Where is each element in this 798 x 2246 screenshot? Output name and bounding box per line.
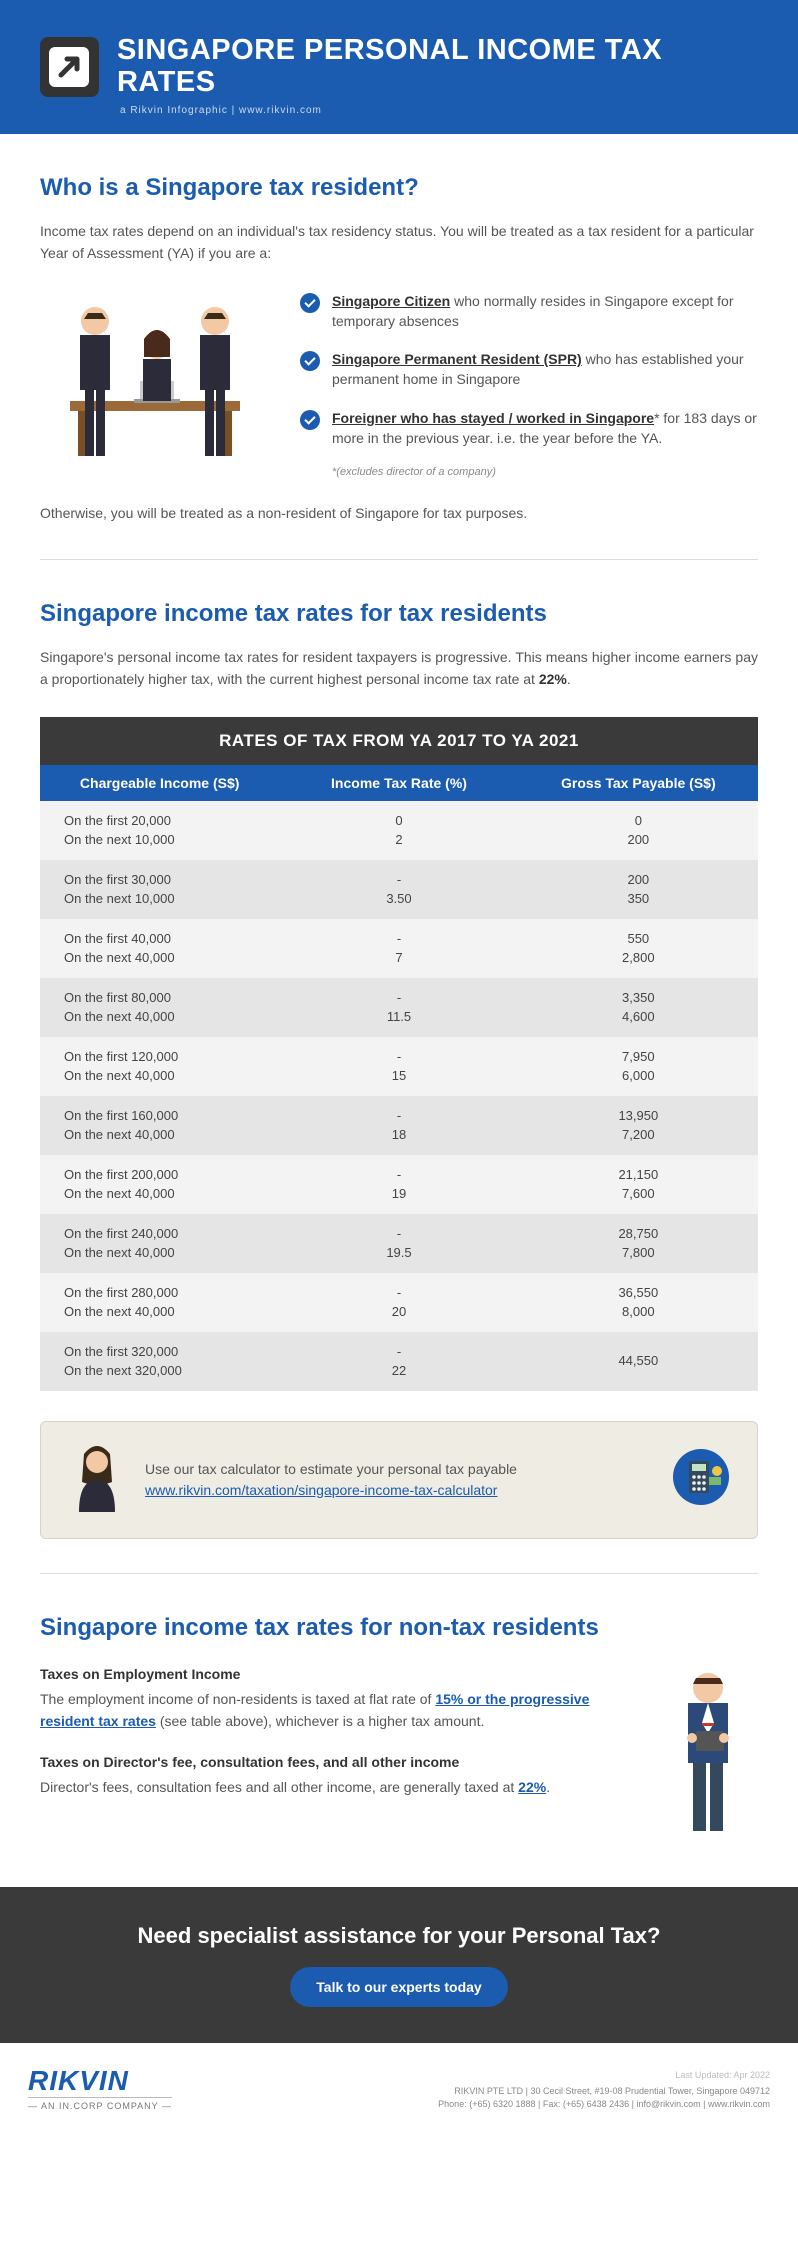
cta-button[interactable]: Talk to our experts today	[290, 1967, 507, 2007]
check-icon	[300, 410, 320, 430]
table-row: On the first 200,000On the next 40,000-1…	[40, 1155, 758, 1214]
table-row: On the first 320,000On the next 320,000-…	[40, 1332, 758, 1391]
footer-info: Last Updated: Apr 2022 RIKVIN PTE LTD | …	[438, 2069, 770, 2111]
s3-p2: Director's fees, consultation fees and a…	[40, 1776, 628, 1798]
table-title: RATES OF TAX FROM YA 2017 TO YA 2021	[40, 717, 758, 765]
table-row: On the first 30,000On the next 10,000-3.…	[40, 860, 758, 919]
s3-link2[interactable]: 22%	[518, 1779, 546, 1795]
bullet-2: Singapore Permanent Resident (SPR) who h…	[300, 349, 758, 390]
footer: RIKVIN — AN IN.CORP COMPANY — Last Updat…	[0, 2043, 798, 2139]
check-icon	[300, 293, 320, 313]
th-income: Chargeable Income (S$)	[40, 765, 279, 801]
table-row: On the first 40,000On the next 40,000-75…	[40, 919, 758, 978]
th-rate: Income Tax Rate (%)	[279, 765, 518, 801]
s2-heading: Singapore income tax rates for tax resid…	[40, 600, 758, 628]
tax-table: RATES OF TAX FROM YA 2017 TO YA 2021 Cha…	[40, 717, 758, 1391]
cta-heading: Need specialist assistance for your Pers…	[20, 1923, 778, 1949]
table-row: On the first 160,000On the next 40,000-1…	[40, 1096, 758, 1155]
page-title: SINGAPORE PERSONAL INCOME TAX RATES	[117, 35, 758, 99]
cta-banner: Need specialist assistance for your Pers…	[0, 1887, 798, 2043]
bullet-1: Singapore Citizen who normally resides i…	[300, 291, 758, 332]
calculator-icon	[671, 1447, 731, 1513]
section-rates: Singapore income tax rates for tax resid…	[0, 560, 798, 1539]
s3-heading: Singapore income tax rates for non-tax r…	[40, 1614, 758, 1642]
table-row: On the first 20,000On the next 10,000020…	[40, 801, 758, 860]
th-gross: Gross Tax Payable (S$)	[519, 765, 758, 801]
s2-intro: Singapore's personal income tax rates fo…	[40, 646, 758, 691]
bullet-3-foot: *(excludes director of a company)	[332, 466, 758, 478]
s3-sub2: Taxes on Director's fee, consultation fe…	[40, 1754, 628, 1770]
footer-logo: RIKVIN — AN IN.CORP COMPANY —	[28, 2065, 172, 2111]
s3-p1: The employment income of non-residents i…	[40, 1688, 628, 1733]
header: SINGAPORE PERSONAL INCOME TAX RATES a Ri…	[0, 0, 798, 134]
table-row: On the first 80,000On the next 40,000-11…	[40, 978, 758, 1037]
table-row: On the first 280,000On the next 40,000-2…	[40, 1273, 758, 1332]
s1-intro: Income tax rates depend on an individual…	[40, 220, 758, 265]
table-row: On the first 240,000On the next 40,000-1…	[40, 1214, 758, 1273]
woman-avatar-icon	[67, 1442, 127, 1518]
header-sub: a Rikvin Infographic | www.rikvin.com	[40, 105, 758, 116]
calc-link[interactable]: www.rikvin.com/taxation/singapore-income…	[145, 1482, 497, 1498]
bullet-3: Foreigner who has stayed / worked in Sin…	[300, 408, 758, 449]
calc-text: Use our tax calculator to estimate your …	[145, 1459, 653, 1480]
check-icon	[300, 351, 320, 371]
arrow-up-right-icon	[40, 37, 99, 97]
s1-heading: Who is a Singapore tax resident?	[40, 174, 758, 202]
people-desk-icon	[40, 291, 270, 466]
s3-sub1: Taxes on Employment Income	[40, 1666, 628, 1682]
calculator-callout: Use our tax calculator to estimate your …	[40, 1421, 758, 1539]
table-row: On the first 120,000On the next 40,000-1…	[40, 1037, 758, 1096]
businessman-tablet-icon	[658, 1666, 758, 1841]
section-nonres: Singapore income tax rates for non-tax r…	[0, 1574, 798, 1841]
s1-outro: Otherwise, you will be treated as a non-…	[40, 502, 758, 524]
section-resident: Who is a Singapore tax resident? Income …	[0, 134, 798, 525]
